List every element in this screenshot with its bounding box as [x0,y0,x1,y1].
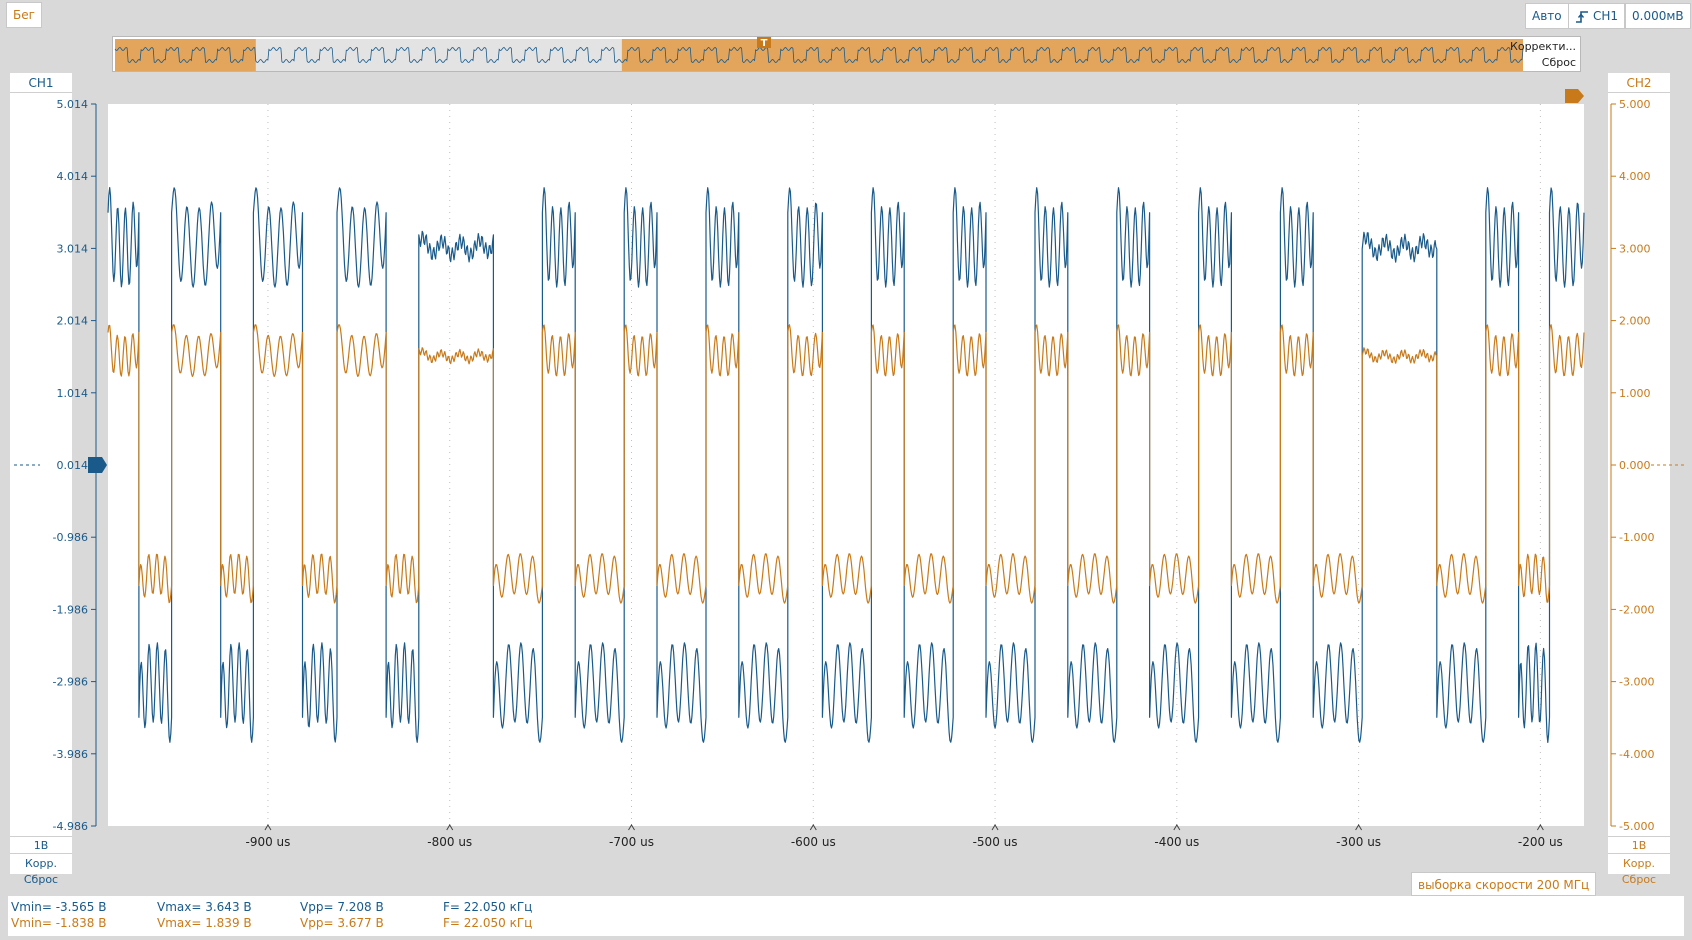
ch1-trace [107,187,1585,743]
ch2-y-tick-label: 5.000 [1619,98,1651,111]
x-tick-arrow [1355,824,1363,831]
x-tick-arrow [1536,824,1544,831]
ch1-title[interactable]: CH1 [10,73,72,93]
x-tick-arrow [264,824,272,831]
ch2-freq: F= 22.050 кГц [443,916,533,930]
ch2-corr-link[interactable]: Корр. [1622,857,1655,870]
overview-reset-link[interactable]: Сброс [1541,56,1576,69]
overview-shade-left [115,39,256,71]
overview-trigger-marker[interactable] [757,37,771,48]
x-tick-arrow [809,824,817,831]
x-tick-label: -500 us [973,835,1018,849]
ch2-links: Корр. Сброс [1608,856,1670,888]
ch1-links: Корр. Сброс [10,856,72,888]
ch2-vmax: Vmax= 1.839 В [157,916,252,930]
measurements-panel: Vmin= -3.565 В Vmax= 3.643 В Vpp= 7.208 … [8,896,1684,936]
ch1-ground-marker[interactable] [88,457,107,473]
ch2-y-tick-label: -3.000 [1619,676,1654,689]
ch1-y-tick-label: -3.986 [53,748,88,761]
ch2-trace [107,324,1585,604]
ch2-y-tick-label: 0.000 [1619,459,1651,472]
x-tick-label: -400 us [1154,835,1199,849]
ch1-vpp: Vpp= 7.208 В [300,900,384,914]
overview-waveform: T [114,37,1524,71]
ch1-vmax: Vmax= 3.643 В [157,900,252,914]
overview-correction-link[interactable]: Корректи... [1510,40,1576,53]
ch1-y-tick-label: 2.014 [57,315,89,328]
ch2-y-tick-label: -2.000 [1619,603,1654,616]
ch2-y-tick-label: -1.000 [1619,531,1654,544]
ch2-y-tick-label: 1.000 [1619,387,1651,400]
x-tick-arrow [628,824,635,831]
ch1-scale[interactable]: 1В [10,836,72,854]
ch2-y-tick-label: 2.000 [1619,315,1651,328]
ch1-y-tick-label: -0.986 [53,531,88,544]
ch2-scale[interactable]: 1В [1608,836,1670,854]
x-tick-label: -900 us [246,835,291,849]
ch1-y-tick-label: -1.986 [53,603,88,616]
ch2-panel: CH2 1В Корр. Сброс [1608,73,1670,886]
sample-rate-badge: выборка скорости 200 МГц [1411,872,1597,896]
x-tick-label: -800 us [427,835,472,849]
run-status-button[interactable]: Бег [6,2,42,28]
trigger-source-button[interactable]: CH1 [1568,3,1626,29]
trigger-level-marker[interactable] [1565,89,1584,103]
x-tick-arrow [991,824,999,831]
ch2-y-tick-label: 3.000 [1619,242,1651,255]
ch2-vpp: Vpp= 3.677 В [300,916,384,930]
ch1-y-tick-label: 3.014 [57,242,89,255]
ch2-y-tick-label: -4.000 [1619,748,1654,761]
overview-trigger-label: T [761,38,768,49]
ch2-y-tick-label: 4.000 [1619,170,1651,183]
trigger-mode-button[interactable]: Авто [1525,3,1569,29]
x-tick-label: -200 us [1518,835,1563,849]
x-tick-label: -700 us [609,835,654,849]
oscilloscope-plot[interactable]: 5.014 5.000 4.014 4.000 3.014 3.000 2.014 2.000… [0,0,1692,872]
overview-shade-right [621,39,1523,71]
x-tick-label: -600 us [791,835,836,849]
ch1-reset-link[interactable]: Сброс [23,873,59,886]
trigger-level-button[interactable]: 0.000мВ [1625,3,1691,29]
ch1-vmin: Vmin= -3.565 В [11,900,107,914]
ch2-vmin: Vmin= -1.838 В [11,916,107,930]
waveform-overview[interactable]: T Корректи... Сброс [112,36,1581,72]
x-tick-arrow [1173,824,1181,831]
ch1-y-tick-label: -2.986 [53,676,88,689]
ch1-y-tick-label: 1.014 [57,387,89,400]
ch2-reset-link[interactable]: Сброс [1621,873,1657,886]
ch1-corr-link[interactable]: Корр. [24,857,57,870]
overview-trace [114,47,1524,63]
ch1-freq: F= 22.050 кГц [443,900,533,914]
x-tick-label: -300 us [1336,835,1381,849]
ch2-title[interactable]: CH2 [1608,73,1670,93]
ch1-y-tick-label: 0.014 [57,459,89,472]
ch2-y-tick-label: -5.000 [1619,820,1654,833]
ch1-y-tick-label: -4.986 [53,820,88,833]
ch1-y-tick-label: 5.014 [57,98,89,111]
trigger-source-label: CH1 [1593,9,1619,23]
ch1-panel: CH1 1В Корр. Сброс [10,73,72,886]
rising-edge-icon [1576,10,1588,23]
x-tick-arrow [446,824,454,831]
ch1-y-tick-label: 4.014 [57,170,89,183]
